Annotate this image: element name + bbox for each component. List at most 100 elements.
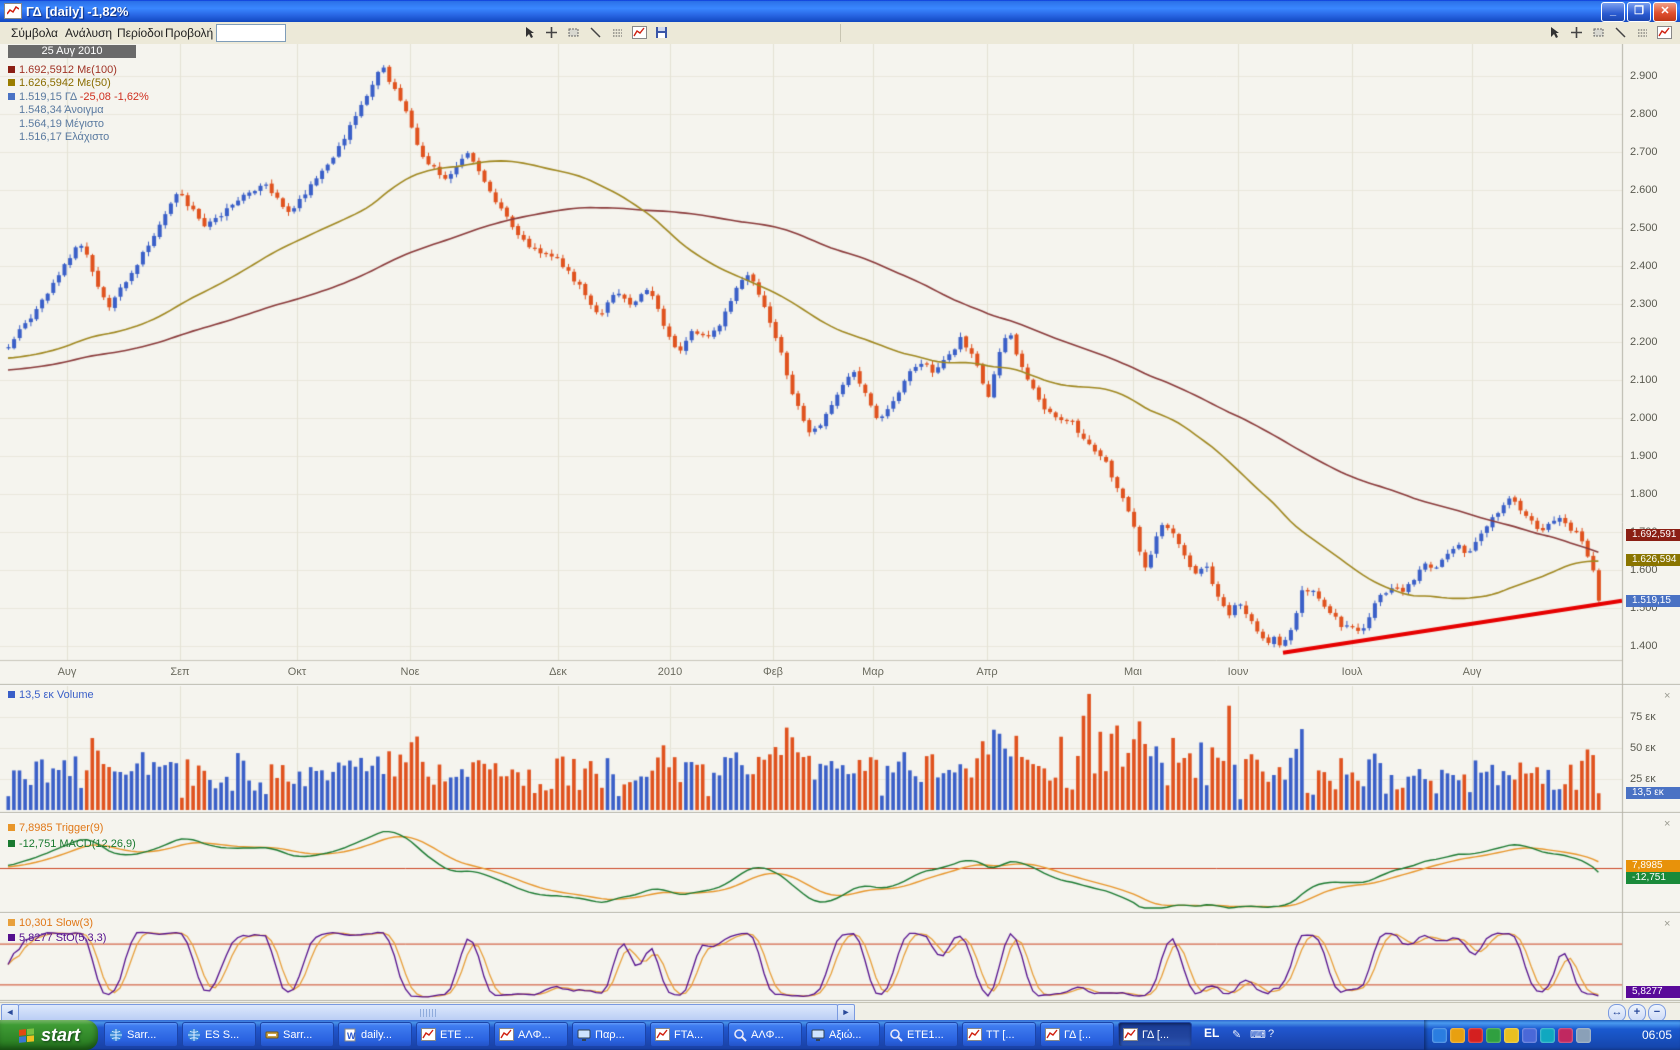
pen-icon[interactable]: ✎ [1232, 1029, 1242, 1041]
messenger-icon[interactable] [1486, 1027, 1501, 1043]
axis-value-badge: 7,8985 [1626, 860, 1680, 872]
chart-icon [1123, 1027, 1138, 1042]
price-tick: 2.200 [1630, 336, 1658, 348]
chart-area[interactable]: 25 Αυγ 2010 1.692,5912 Με(100) 1.626,5942… [0, 44, 1680, 1002]
legend-swatch [8, 79, 15, 87]
crosshair-icon[interactable] [543, 24, 560, 41]
axis-value-badge: 13,5 εκ [1626, 787, 1680, 800]
legend-text: 1.626,5942 Με(50) [19, 77, 111, 90]
save-icon[interactable] [653, 24, 670, 41]
taskbar-clock[interactable]: 06:05 [1641, 1028, 1672, 1042]
shield-icon[interactable] [1504, 1027, 1519, 1043]
magnifier-icon [889, 1028, 903, 1042]
taskbar-button-1[interactable]: ES S... [182, 1022, 256, 1047]
menu-item-1[interactable]: Ανάλυση [65, 26, 113, 40]
windows-logo-icon [18, 1028, 34, 1043]
price-tick: 2.700 [1630, 146, 1658, 158]
legend-indent [8, 120, 15, 127]
toolbar-right [1546, 24, 1680, 41]
help-icon[interactable]: ? [1268, 1028, 1275, 1040]
taskbar-button-12[interactable]: ΓΔ [... [1040, 1022, 1114, 1047]
cursor-date-label: 25 Αυγ 2010 [8, 45, 136, 58]
taskbar-button-5[interactable]: ΑΛΦ... [494, 1022, 568, 1047]
chat-icon[interactable] [1540, 1027, 1555, 1043]
magnifier-icon [733, 1028, 747, 1042]
legend-row-0: 1.692,5912 Με(100) [8, 64, 117, 76]
price-tick: 2.100 [1630, 374, 1658, 386]
legend-text: 10,301 Slow(3) [19, 917, 93, 929]
update-icon[interactable] [1450, 1027, 1465, 1043]
trendline-icon[interactable] [587, 24, 604, 41]
close-pane-icon[interactable]: × [1664, 918, 1671, 930]
menu-item-3[interactable]: Προβολή [165, 26, 214, 40]
start-button[interactable]: start [0, 1020, 98, 1050]
legend-text: 1.564,19 Μέγιστο [19, 117, 104, 130]
chart-icon[interactable] [631, 24, 648, 41]
legend-text: 1.548,34 Άνοιγμα [19, 104, 104, 117]
crosshair-icon[interactable] [1568, 24, 1585, 41]
keyboard-icon[interactable]: ⌨ [1250, 1029, 1266, 1041]
axis-value-badge: 1.519,15 [1626, 594, 1680, 607]
x-axis-month: Δεκ [549, 666, 567, 678]
volume-tick: 50 εκ [1630, 742, 1656, 754]
region-icon[interactable] [1590, 24, 1607, 41]
taskbar-button-8[interactable]: ΑΛΦ... [728, 1022, 802, 1047]
taskbar-button-2[interactable]: Sarr... [260, 1022, 334, 1047]
tool-icon [265, 1028, 279, 1042]
stoch-legend-row: 10,301 Slow(3) [8, 917, 93, 929]
legend-swatch [8, 92, 15, 100]
price-tick: 1.800 [1630, 488, 1658, 500]
taskbar-button-7[interactable]: FTA... [650, 1022, 724, 1047]
legend-text: 1.516,17 Ελάχιστο [19, 131, 110, 143]
grid-icon[interactable] [1634, 24, 1651, 41]
system-tray: 06:05 [1424, 1020, 1680, 1050]
chart-icon[interactable] [1656, 24, 1673, 41]
close-pane-icon[interactable]: × [1664, 818, 1671, 830]
x-axis-month: Ιουν [1227, 666, 1249, 678]
taskbar-button-0[interactable]: Sarr... [104, 1022, 178, 1047]
region-icon[interactable] [565, 24, 582, 41]
price-tick: 2.000 [1630, 412, 1658, 424]
taskbar-button-6[interactable]: Παρ... [572, 1022, 646, 1047]
taskbar-button-label: ΑΛΦ... [751, 1028, 784, 1041]
network-icon[interactable] [1432, 1027, 1447, 1043]
restore-button[interactable]: ❐ [1627, 2, 1651, 22]
taskbar-button-label: ETE ... [440, 1028, 474, 1041]
language-indicator[interactable]: EL [1204, 1026, 1220, 1040]
chart-icon [967, 1027, 982, 1042]
horizontal-scrollbar[interactable]: ◄ ► ↔ + − [0, 1002, 1680, 1022]
close-button[interactable]: ✕ [1653, 2, 1677, 22]
taskbar-button-label: ETE1... [907, 1028, 944, 1041]
antivirus-icon[interactable] [1468, 1027, 1483, 1043]
grid-icon[interactable] [609, 24, 626, 41]
cursor-icon[interactable] [521, 24, 538, 41]
display-icon[interactable] [1522, 1027, 1537, 1043]
cursor-icon[interactable] [1546, 24, 1563, 41]
taskbar-button-label: ES S... [205, 1028, 240, 1041]
taskbar-button-4[interactable]: ETE ... [416, 1022, 490, 1047]
price-chart-canvas[interactable] [0, 44, 1680, 1002]
title-bar[interactable]: ΓΔ [daily] -1,82% _ ❐ ✕ [0, 0, 1680, 22]
volume-icon[interactable] [1576, 1027, 1591, 1043]
taskbar-button-label: FTA... [674, 1028, 704, 1041]
menu-item-0[interactable]: Σύμβολα [11, 26, 58, 40]
legend-text: 7,8985 Trigger(9) [19, 822, 104, 834]
close-pane-icon[interactable]: × [1664, 690, 1671, 702]
globe-icon [187, 1028, 201, 1042]
taskbar-button-11[interactable]: TT [... [962, 1022, 1036, 1047]
legend-row-1: 1.626,5942 Με(50) [8, 77, 111, 89]
x-axis-month: Ιουλ [1341, 666, 1363, 678]
taskbar-button-13[interactable]: ΓΔ [... [1118, 1022, 1192, 1047]
legend-text: -12,751 MACD(12,26,9) [19, 838, 136, 850]
taskbar-button-9[interactable]: Αξιώ... [806, 1022, 880, 1047]
legend-text: 1.519,15 ΓΔ [19, 90, 80, 103]
menu-item-2[interactable]: Περίοδοι [117, 26, 164, 40]
taskbar-button-10[interactable]: ETE1... [884, 1022, 958, 1047]
legend-change-text: -25,08 -1,62% [79, 90, 149, 103]
trendline-icon[interactable] [1612, 24, 1629, 41]
alert-icon[interactable] [1558, 1027, 1573, 1043]
symbol-input[interactable] [216, 24, 286, 42]
minimize-button[interactable]: _ [1601, 2, 1625, 22]
